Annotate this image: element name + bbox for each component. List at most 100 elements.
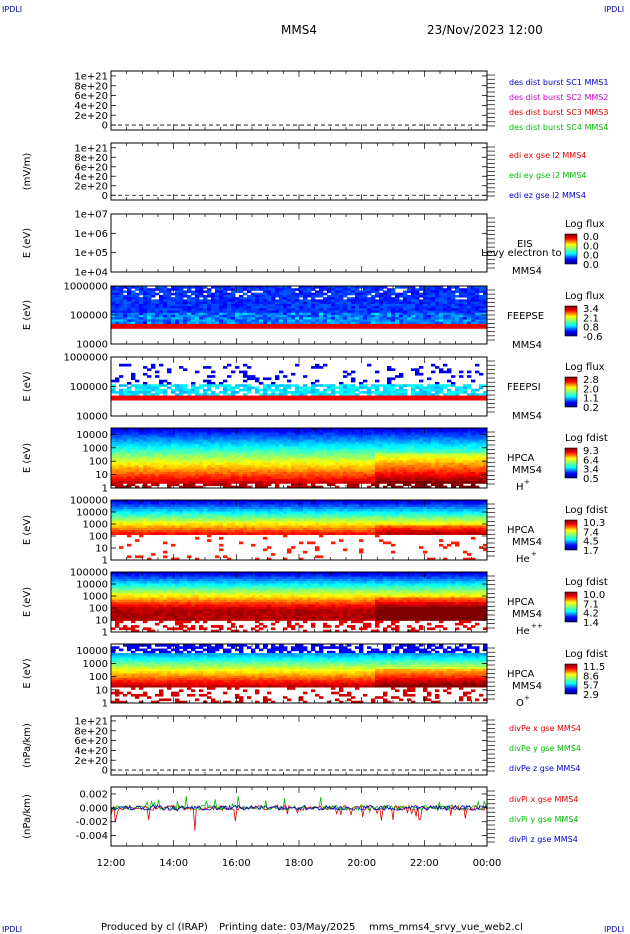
spectrogram-cell bbox=[143, 451, 148, 454]
spectrogram-cell bbox=[439, 432, 444, 436]
spectrogram-cell bbox=[303, 288, 308, 291]
spectrogram-cell bbox=[231, 458, 236, 461]
spectrogram-cell bbox=[427, 391, 432, 394]
spectrogram-cell bbox=[375, 370, 380, 374]
spectrogram-cell bbox=[275, 446, 280, 450]
spectrogram-cell bbox=[467, 301, 472, 305]
spectrogram-cell bbox=[411, 469, 416, 473]
spectrogram-cell bbox=[287, 467, 292, 470]
spectrogram-cell bbox=[183, 368, 188, 372]
colorbar-tick-label: 2.0 bbox=[583, 384, 599, 395]
spectrogram-cell bbox=[439, 395, 444, 399]
spectrogram-cell bbox=[363, 455, 368, 459]
spectrogram-cell bbox=[179, 395, 184, 399]
colorbar-tick-label: 0.0 bbox=[583, 251, 599, 262]
spectrogram-cell bbox=[407, 483, 412, 487]
spectrogram-cell bbox=[327, 290, 332, 294]
spectrogram-cell bbox=[355, 308, 360, 311]
spectrogram-cell bbox=[279, 294, 284, 298]
spectrogram-cell bbox=[115, 290, 120, 294]
spectrogram-cell bbox=[239, 453, 244, 457]
spectrogram-cell bbox=[115, 434, 120, 438]
spectrogram-cell bbox=[203, 460, 208, 464]
spectrogram-cell bbox=[339, 481, 344, 484]
spectrogram-cell bbox=[171, 323, 176, 327]
spectrogram-cell bbox=[255, 326, 260, 329]
spectrogram-cell bbox=[331, 319, 336, 323]
spectrogram-cell bbox=[451, 430, 456, 434]
spectrogram-cell bbox=[383, 476, 388, 480]
spectrogram-cell bbox=[263, 308, 268, 311]
spectrogram-cell bbox=[447, 388, 452, 392]
spectrogram-cell bbox=[443, 453, 448, 457]
spectrogram-cell bbox=[459, 303, 464, 307]
spectrogram-cell bbox=[311, 467, 316, 470]
spectrogram-cell bbox=[279, 317, 284, 320]
spectrogram-cell bbox=[355, 303, 360, 307]
spectrogram-cell bbox=[203, 455, 208, 459]
spectrogram-cell bbox=[159, 441, 164, 445]
spectrogram-cell bbox=[283, 437, 288, 440]
spectrogram-cell bbox=[343, 312, 348, 316]
spectrogram-cell bbox=[255, 292, 260, 296]
spectrogram-cell bbox=[163, 441, 168, 445]
spectrogram-cell bbox=[127, 458, 132, 461]
spectrogram-cell bbox=[375, 319, 380, 323]
spectrogram-cell bbox=[259, 288, 264, 291]
spectrogram-cell bbox=[179, 430, 184, 434]
spectrogram-cell bbox=[439, 312, 444, 316]
spectrogram-cell bbox=[143, 434, 148, 438]
spectrogram-cell bbox=[359, 455, 364, 459]
spectrogram-cell bbox=[255, 478, 260, 482]
spectrogram-cell bbox=[207, 446, 212, 450]
spectrogram-cell bbox=[439, 386, 444, 390]
spectrogram-cell bbox=[183, 386, 188, 390]
spectrogram-cell bbox=[339, 297, 344, 300]
spectrogram-cell bbox=[223, 384, 228, 387]
spectrogram-cell bbox=[235, 312, 240, 316]
spectrogram-cell bbox=[223, 437, 228, 440]
spectrogram-cell bbox=[319, 430, 324, 434]
spectrogram-cell bbox=[407, 481, 412, 484]
spectrogram-cell bbox=[127, 315, 132, 318]
y-tick-label: 0 bbox=[102, 191, 108, 202]
spectrogram-cell bbox=[115, 297, 120, 300]
spectrogram-cell bbox=[151, 315, 156, 318]
spectrogram-cell bbox=[227, 299, 232, 303]
spectrogram-cell bbox=[367, 323, 372, 327]
spectrogram-cell bbox=[223, 395, 228, 399]
spectrogram-cell bbox=[147, 297, 152, 300]
spectrogram-cell bbox=[147, 476, 152, 480]
spectrogram-cell bbox=[391, 453, 396, 457]
spectrogram-cell bbox=[435, 294, 440, 298]
spectrogram-cell bbox=[423, 460, 428, 464]
spectrogram-cell bbox=[231, 306, 236, 309]
spectrogram-cell bbox=[247, 303, 252, 307]
spectrogram-cell bbox=[215, 474, 220, 477]
spectrogram-cell bbox=[295, 384, 300, 387]
spectrogram-cell bbox=[427, 308, 432, 311]
spectrogram-cell bbox=[339, 469, 344, 473]
spectrogram-cell bbox=[163, 478, 168, 482]
spectrogram-cell bbox=[127, 290, 132, 294]
spectrogram-cell bbox=[479, 297, 484, 300]
spectrogram-cell bbox=[271, 310, 276, 314]
spectrogram-cell bbox=[307, 469, 312, 473]
spectrogram-cell bbox=[319, 366, 324, 369]
spectrogram-cell bbox=[359, 478, 364, 482]
spectrogram-cell bbox=[375, 317, 380, 320]
spectrogram-cell bbox=[295, 471, 300, 475]
spectrogram-cell bbox=[187, 391, 192, 394]
spectrogram-cell bbox=[287, 446, 292, 450]
spectrogram-cell bbox=[467, 312, 472, 316]
spectrogram-cell bbox=[111, 464, 116, 468]
spectrogram-cell bbox=[351, 292, 356, 296]
spectrogram-cell bbox=[251, 462, 256, 466]
spectrogram-cell bbox=[299, 292, 304, 296]
spectrogram-cell bbox=[323, 297, 328, 300]
spectrogram-cell bbox=[147, 386, 152, 390]
spectrogram-cell bbox=[155, 386, 160, 390]
spectrogram-cell bbox=[219, 317, 224, 320]
spectrogram-cell bbox=[367, 455, 372, 459]
spectrogram-cell bbox=[359, 474, 364, 477]
